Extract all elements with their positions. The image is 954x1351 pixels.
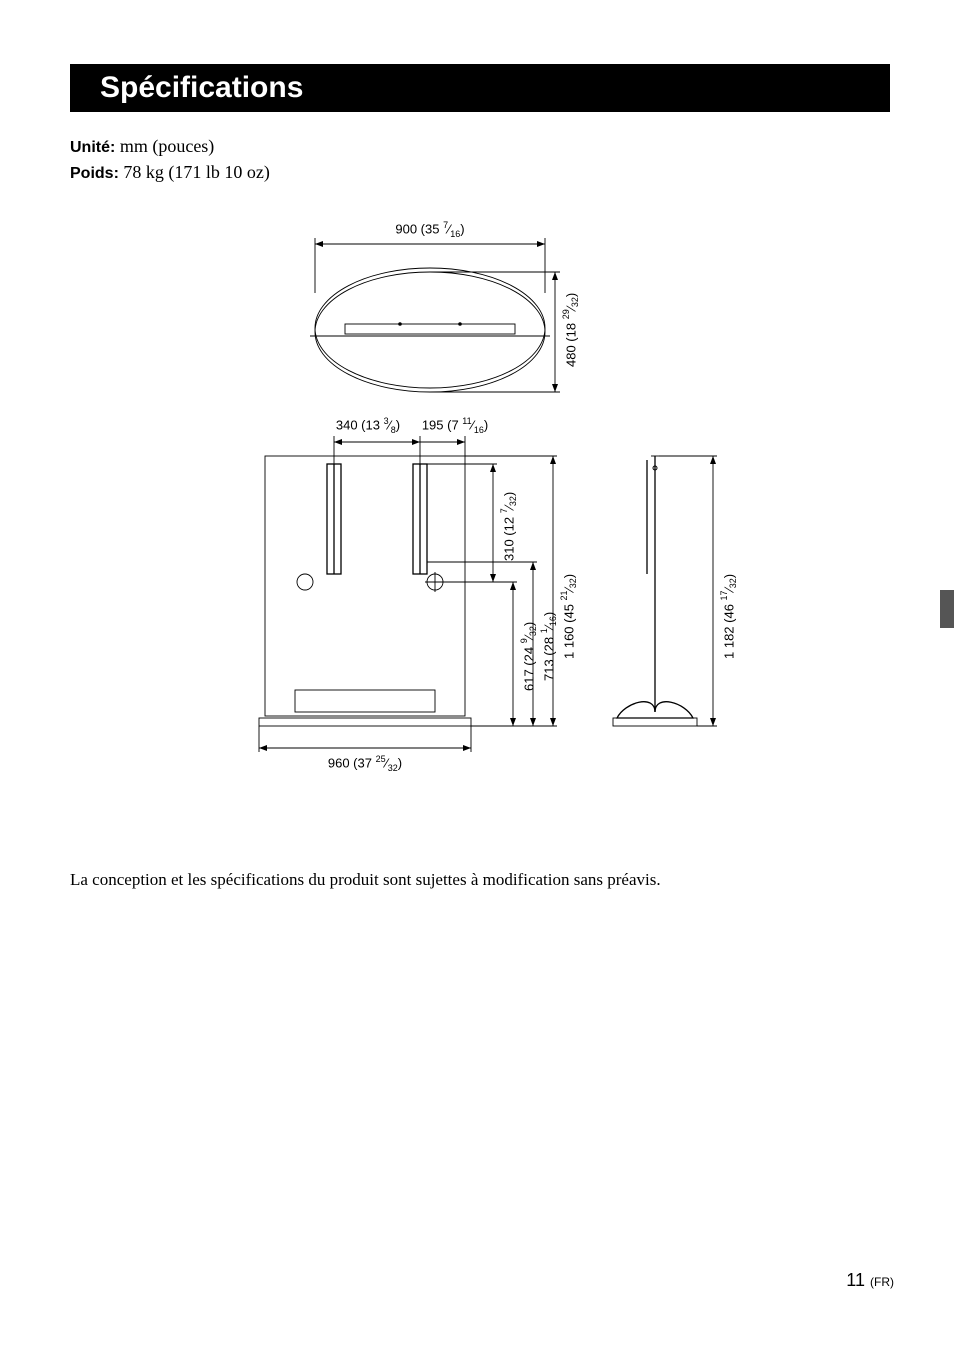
dim-617: 617 (24 9⁄32) xyxy=(519,596,538,716)
top-view-svg xyxy=(255,238,595,408)
unit-label: Unité: xyxy=(70,139,115,156)
dim-1160: 1 160 (45 21⁄32) xyxy=(559,526,578,706)
dim-713: 713 (28 1⁄16) xyxy=(539,576,558,716)
section-title: Spécifications xyxy=(70,71,303,105)
page-edge-tab xyxy=(940,590,954,628)
page-number-value: 11 xyxy=(846,1270,865,1290)
section-title-bar: Spécifications xyxy=(70,64,890,112)
dim-960: 960 (37 25⁄32) xyxy=(259,754,471,773)
dimension-diagrams: 900 (35 7⁄16) xyxy=(255,220,775,776)
weight-label: Poids: xyxy=(70,165,119,182)
spec-text: Unité: mm (pouces) Poids: 78 kg (171 lb … xyxy=(70,134,270,186)
dim-310: 310 (12 7⁄32) xyxy=(499,476,518,576)
weight-value: 78 kg (171 lb 10 oz) xyxy=(119,162,270,182)
unit-value: mm (pouces) xyxy=(115,136,214,156)
dim-340: 340 (13 3⁄8) xyxy=(323,416,413,435)
dim-900: 900 (35 7⁄16) xyxy=(315,220,545,239)
page-number-lang: (FR) xyxy=(870,1275,894,1289)
disclaimer-text: La conception et les spécifications du p… xyxy=(70,870,661,890)
dim-1182: 1 182 (46 17⁄32) xyxy=(719,526,738,706)
dim-195: 195 (7 11⁄16) xyxy=(420,416,490,435)
dim-480: 480 (18 29⁄32) xyxy=(561,270,580,390)
page-number: 11 (FR) xyxy=(846,1270,894,1291)
